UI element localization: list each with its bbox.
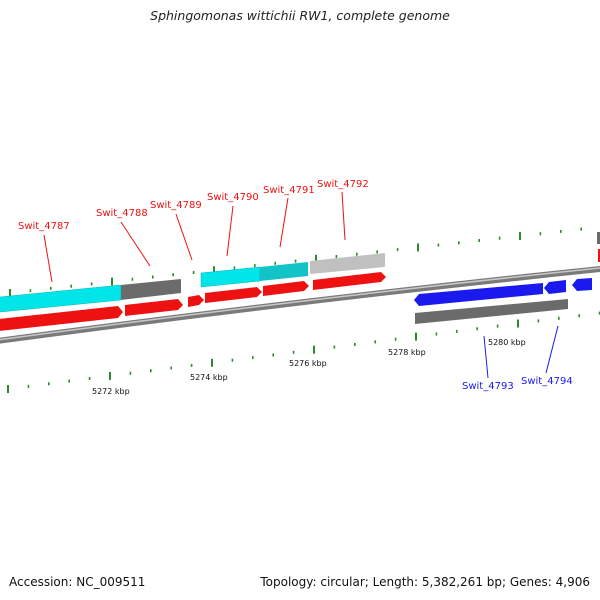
gene-label-swit-4794[interactable]: Swit_4794 bbox=[521, 376, 573, 387]
scale-label: 5280 kbp bbox=[488, 338, 526, 347]
scale-label: 5278 kbp bbox=[388, 348, 426, 357]
gene-label-swit-4790[interactable]: Swit_4790 bbox=[207, 192, 259, 203]
gene-label-swit-4788[interactable]: Swit_4788 bbox=[96, 208, 148, 219]
leader-line-swit-4792 bbox=[341, 191, 346, 241]
leader-line-swit-4793 bbox=[483, 335, 489, 379]
accession-text: Accession: NC_009511 bbox=[9, 575, 146, 589]
gene-arrow-swit-4787[interactable] bbox=[0, 306, 123, 332]
gene-arrow-swit-4788[interactable] bbox=[125, 299, 183, 316]
map-title: Sphingomonas wittichii RW1, complete gen… bbox=[150, 8, 450, 23]
gene-labels: Swit_4787 Swit_4788 Swit_4789 Swit_4790 … bbox=[18, 179, 573, 392]
genome-backbone-highlight bbox=[0, 267, 600, 341]
leader-line-swit-4787 bbox=[43, 234, 53, 283]
scale-label: 5274 kbp bbox=[190, 373, 228, 382]
leader-line-swit-4789 bbox=[175, 213, 193, 261]
topology-text: Topology: circular; Length: 5,382,261 bp… bbox=[260, 575, 590, 589]
gene-label-swit-4787[interactable]: Swit_4787 bbox=[18, 221, 70, 232]
label-leaders bbox=[43, 191, 559, 379]
reverse-gene-track bbox=[414, 278, 592, 306]
gene-arrow-swit-4793[interactable] bbox=[544, 280, 566, 294]
gene-arrow-swit-4791[interactable] bbox=[263, 281, 309, 296]
feature-block-gray[interactable] bbox=[415, 299, 568, 324]
scale-labels: 5272 kbp 5274 kbp 5276 kbp 5278 kbp 5280… bbox=[92, 338, 526, 396]
gene-arrow-swit-4794[interactable] bbox=[572, 278, 592, 291]
leader-line-swit-4791 bbox=[279, 197, 289, 248]
gene-arrow-swit-4792[interactable] bbox=[313, 272, 386, 290]
scale-label: 5276 kbp bbox=[289, 359, 327, 368]
feature-block-gray[interactable] bbox=[597, 232, 600, 244]
gene-arrow-swit-4789[interactable] bbox=[188, 295, 204, 307]
gene-arrow-reverse[interactable] bbox=[414, 283, 543, 306]
gene-label-swit-4792[interactable]: Swit_4792 bbox=[317, 179, 369, 190]
feature-block-cyan[interactable] bbox=[200, 266, 261, 288]
gene-label-swit-4789[interactable]: Swit_4789 bbox=[150, 200, 202, 211]
feature-block-gray[interactable] bbox=[121, 279, 181, 300]
feature-block-teal[interactable] bbox=[260, 262, 308, 281]
gene-label-swit-4793[interactable]: Swit_4793 bbox=[462, 381, 514, 392]
feature-track bbox=[0, 232, 600, 324]
leader-line-swit-4790 bbox=[226, 205, 234, 257]
feature-block-lightgray[interactable] bbox=[310, 253, 385, 274]
gene-label-swit-4791[interactable]: Swit_4791 bbox=[263, 185, 315, 196]
leader-line-swit-4788 bbox=[120, 221, 151, 267]
scale-label: 5272 kbp bbox=[92, 387, 130, 396]
leader-line-swit-4794 bbox=[545, 325, 559, 374]
gene-arrow-swit-4790[interactable] bbox=[205, 287, 262, 303]
forward-gene-track bbox=[0, 249, 600, 332]
genome-backbone bbox=[0, 266, 600, 344]
